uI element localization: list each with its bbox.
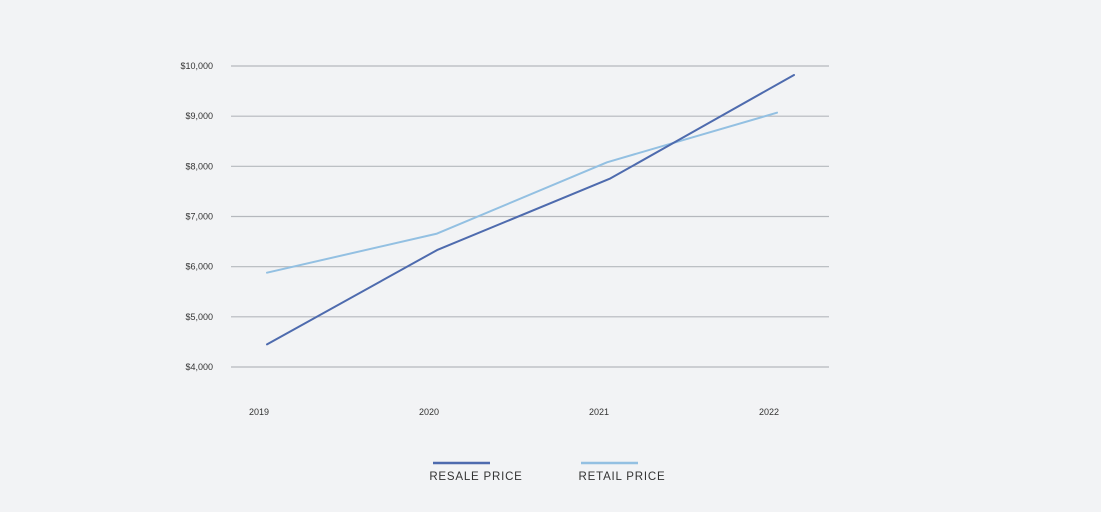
- x-tick-label: 2022: [759, 407, 779, 417]
- x-axis-ticks: 2019 2020 2021 2022: [249, 407, 779, 417]
- series-layer: [266, 74, 795, 346]
- grid-layer: [231, 65, 829, 368]
- legend-label-resale-price: RESALE PRICE: [429, 471, 522, 483]
- x-tick-label: 2021: [589, 407, 609, 417]
- x-tick-label: 2020: [419, 407, 439, 417]
- x-tick-label: 2019: [249, 407, 269, 417]
- series-line-retail-price: [266, 111, 778, 274]
- y-tick-label: $6,000: [185, 262, 213, 272]
- y-axis-ticks: $4,000 $5,000 $6,000 $7,000 $8,000 $9,000 $10,…: [180, 61, 213, 372]
- y-tick-label: $5,000: [185, 312, 213, 322]
- y-tick-label: $7,000: [185, 212, 213, 222]
- series-line-resale-price: [266, 74, 795, 346]
- y-tick-label: $8,000: [185, 161, 213, 171]
- y-tick-label: $9,000: [185, 111, 213, 121]
- y-tick-label: $4,000: [185, 362, 213, 372]
- y-tick-label: $10,000: [180, 61, 213, 71]
- legend-label-retail-price: RETAIL PRICE: [579, 471, 666, 483]
- legend: RESALE PRICE RETAIL PRICE: [429, 461, 666, 483]
